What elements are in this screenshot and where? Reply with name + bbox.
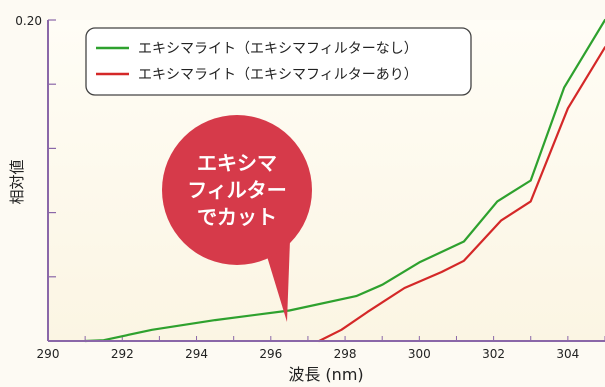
y-tick-labels: 0.20	[15, 14, 42, 28]
x-tick-label: 304	[556, 347, 579, 361]
x-axis-label: 波長 (nm)	[288, 365, 363, 384]
y-axis-label: 相対値	[8, 159, 26, 204]
x-tick-label: 296	[259, 347, 282, 361]
callout-circle	[162, 115, 312, 265]
series-layer	[84, 18, 605, 343]
x-tick-labels: 290 292 294 296 298 300 302 304	[37, 347, 580, 361]
callout-line-1: エキシマ	[197, 151, 277, 175]
x-tick-label: 300	[408, 347, 431, 361]
x-tick-label: 294	[185, 347, 208, 361]
y-tick-label: 0.20	[15, 14, 42, 28]
x-tick-label: 302	[482, 347, 505, 361]
legend: エキシマライト（エキシマフィルターなし） エキシマライト（エキシマフィルターあり…	[85, 27, 472, 96]
series-line-no-filter	[84, 18, 605, 343]
callout-line-2: フィルター	[187, 178, 287, 202]
x-tick-label: 290	[37, 347, 60, 361]
x-tick-label: 298	[334, 347, 357, 361]
legend-label-no-filter: エキシマライト（エキシマフィルターなし）	[138, 41, 418, 57]
legend-label-with-filter: エキシマライト（エキシマフィルターあり）	[138, 67, 418, 83]
callout-tail	[262, 240, 290, 322]
series-line-with-filter	[318, 46, 605, 343]
x-tick-label: 292	[111, 347, 134, 361]
callout-line-3: でカット	[197, 205, 277, 229]
filter-cut-callout: エキシマ フィルター でカット	[162, 115, 312, 322]
legend-box	[85, 27, 472, 96]
